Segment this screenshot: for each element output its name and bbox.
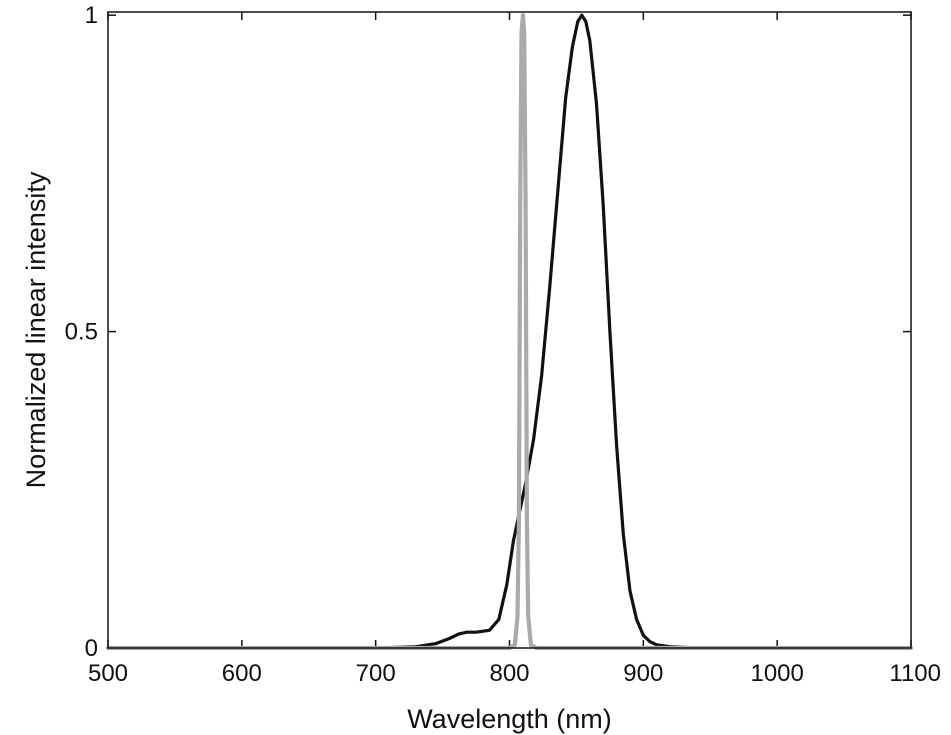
x-tick-label: 800	[489, 660, 529, 687]
x-tick-label: 600	[222, 660, 262, 687]
laser-series-line	[105, 13, 914, 651]
tick-marks	[107, 12, 912, 649]
plot-area-frame	[107, 11, 912, 649]
x-tick-label: 700	[356, 660, 396, 687]
x-tick-label: 1000	[750, 660, 803, 687]
emission-series-line	[106, 13, 913, 650]
x-tick-label: 900	[623, 660, 663, 687]
series-lines	[105, 13, 914, 651]
x-tick-label: 500	[88, 660, 128, 687]
y-tick-label: 1	[85, 2, 98, 29]
x-tick-label: 1100	[889, 660, 941, 687]
x-axis-label: Wavelength (nm)	[407, 704, 612, 734]
y-axis-label: Normalized linear intensity	[21, 171, 51, 488]
y-tick-label: 0.5	[65, 319, 98, 346]
tick-labels: 500 600 700 800 900 1000 1100 0 0.5 1	[65, 2, 941, 687]
y-tick-label: 0	[85, 635, 98, 662]
